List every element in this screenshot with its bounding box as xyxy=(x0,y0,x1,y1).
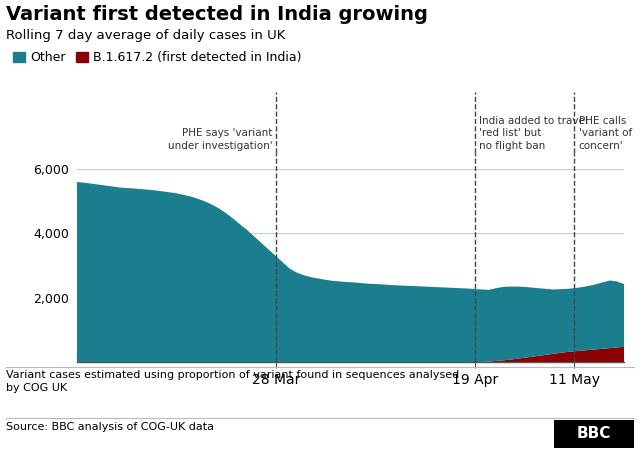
Text: Variant first detected in India growing: Variant first detected in India growing xyxy=(6,5,428,24)
Text: India added to travel
'red list' but
no flight ban: India added to travel 'red list' but no … xyxy=(479,116,588,151)
Text: BBC: BBC xyxy=(577,426,611,441)
Text: Source: BBC analysis of COG-UK data: Source: BBC analysis of COG-UK data xyxy=(6,422,214,432)
Text: Rolling 7 day average of daily cases in UK: Rolling 7 day average of daily cases in … xyxy=(6,29,286,42)
Text: Variant cases estimated using proportion of variant found in sequences analysed
: Variant cases estimated using proportion… xyxy=(6,370,460,393)
Text: PHE says 'variant
under investigation': PHE says 'variant under investigation' xyxy=(168,128,273,151)
Text: PHE calls
'variant of
concern': PHE calls 'variant of concern' xyxy=(579,116,632,151)
Legend: Other, B.1.617.2 (first detected in India): Other, B.1.617.2 (first detected in Indi… xyxy=(13,51,301,64)
